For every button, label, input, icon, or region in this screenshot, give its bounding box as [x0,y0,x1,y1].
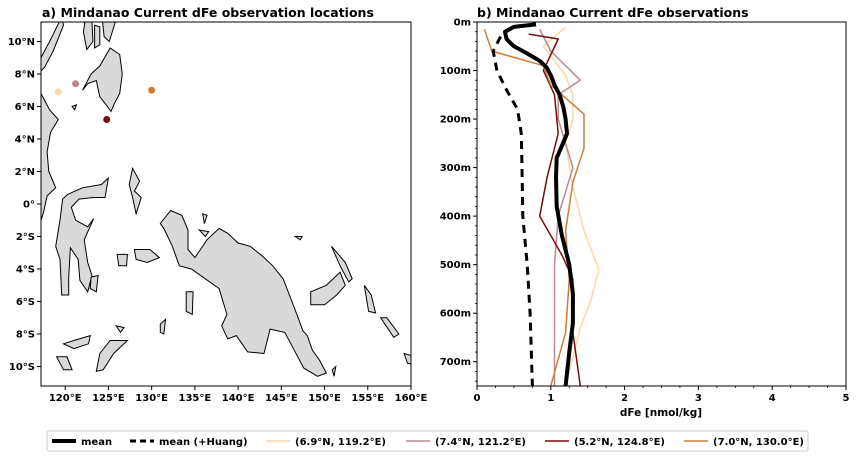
profile-frame [476,21,847,387]
map-xtick-label: 135°E [179,393,212,404]
map-ytick-label: 0° [23,200,35,211]
profile-xtick-label: 5 [843,393,850,404]
land-5 [71,104,78,111]
map-xtick-label: 160°E [395,393,428,404]
map-ytick-label: 8°S [16,330,35,341]
series-line-3 [539,28,582,386]
land-1 [102,22,116,43]
map-xtick-label: 155°E [351,393,384,404]
land-12 [159,209,328,377]
land-11 [89,274,99,293]
legend-label-3: (7.4°N, 121.2°E) [435,437,526,448]
land-21 [95,340,129,373]
land-20 [403,352,411,365]
profile-xtick-label: 3 [695,393,702,404]
map-ytick-label: 2°S [16,232,35,243]
profile-ytick-label: 700m [440,357,471,368]
map-ytick-label: 4°S [16,265,35,276]
series-line-5 [483,29,585,386]
map-ytick-label: 6°S [16,297,35,308]
land-26 [331,365,337,377]
map-ytick-label: 6°N [15,102,35,113]
map-panel: a) Mindanao Current dFe observation loca… [8,5,428,404]
profile-ytick-label: 100m [440,66,471,77]
map-ytick-label: 2°N [15,167,35,178]
profile-ytick-label: 500m [440,260,471,271]
land-13 [185,291,194,316]
map-xtick-label: 125°E [92,393,125,404]
land-7 [55,176,110,296]
profile-ytick-label: 300m [440,163,471,174]
land-8 [128,166,142,216]
land-3 [94,24,101,49]
profile-panel: b) Mindanao Current dFe observations 0 1 2… [440,5,850,419]
land-16 [310,271,346,306]
land-22 [62,334,91,350]
series-line-1 [491,35,534,386]
profile-ytick-label: 600m [440,309,471,320]
legend-label-4: (5.2°N, 124.8°E) [574,437,665,448]
profile-xtick-label: 1 [547,393,554,404]
map-ytick-label: 8°N [15,70,35,81]
map-title: a) Mindanao Current dFe observation loca… [42,5,374,20]
profile-ticks: 0 1 2 3 4 5 0m 100m 200m 300m 400m 500m 600m 700m [440,18,850,405]
land-14 [197,229,210,238]
land-15 [202,213,208,224]
land-25 [159,318,167,335]
profile-xtick-label: 0 [474,393,481,404]
series-line-2 [542,26,600,386]
land-9 [133,249,161,264]
station-marker-2 [72,80,80,88]
legend-label-2: (6.9°N, 119.2°E) [295,437,386,448]
station-marker-3 [103,116,111,123]
map-xtick-label: 145°E [265,393,298,404]
land-17 [331,245,353,283]
map-ytick-label: 10°N [8,37,35,48]
land-10 [116,253,128,267]
profile-xtick-label: 4 [769,393,776,404]
map-xtick-label: 140°E [222,393,255,404]
land-0 [82,47,123,113]
map-ticks: 120°E 125°E 130°E 135°E 140°E 145°E 150°E 155°E… [8,37,428,404]
profile-ytick-label: 200m [440,115,471,126]
legend-label-5: (7.0°N, 130.0°E) [713,437,804,448]
land-2 [82,22,94,51]
land-27 [293,236,303,241]
station-marker-4 [148,86,156,94]
map-xtick-label: 150°E [308,393,341,404]
land-18 [363,285,377,314]
land-23 [55,356,73,371]
station-markers [54,80,156,123]
land-24 [115,325,125,334]
series-line-0 [503,22,575,386]
legend-label-0: mean [81,437,112,448]
land-4 [41,22,65,72]
x-axis-label: dFe [nmol/kg] [620,407,702,419]
legend-label-1: mean (+Huang) [159,437,248,448]
map-xtick-label: 130°E [135,393,168,404]
profile-ytick-label: 400m [440,212,471,223]
land-6 [41,92,59,255]
land-19 [379,317,400,338]
station-marker-1 [54,88,62,96]
map-xtick-label: 120°E [49,393,82,404]
profile-ytick-label: 0m [454,18,471,29]
profile-xtick-label: 2 [621,393,628,404]
profile-title: b) Mindanao Current dFe observations [477,5,749,20]
profile-lines [483,22,600,386]
map-ytick-label: 10°S [9,362,35,373]
land-masses [41,22,411,377]
legend: mean mean (+Huang) (6.9°N, 119.2°E) (7.4°N,… [46,430,809,452]
map-ytick-label: 4°N [15,135,35,146]
